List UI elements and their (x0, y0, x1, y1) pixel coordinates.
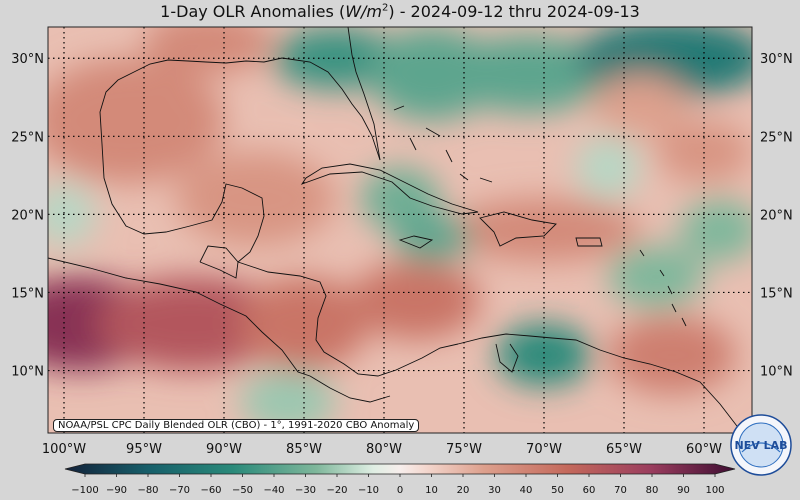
anomaly-region (656, 120, 752, 184)
anomaly-region (176, 151, 336, 246)
colorbar-tick-label: −50 (232, 485, 253, 496)
nev-lab-logo-icon: NEV LAB (730, 414, 792, 476)
colorbar-tick-label: 30 (488, 485, 501, 496)
colorbar-tick-label: −70 (169, 485, 190, 496)
colorbar-tick-label: 40 (520, 485, 533, 496)
latitude-label: 10°N (11, 365, 44, 380)
colorbar-tick-label: 60 (583, 485, 596, 496)
longitude-label: 65°W (606, 442, 642, 457)
longitude-label: 60°W (686, 442, 722, 457)
cuba (300, 163, 479, 215)
longitude-label: 70°W (526, 442, 562, 457)
svg-text:NEV LAB: NEV LAB (735, 439, 788, 452)
map-area (48, 27, 752, 433)
latitude-label: 30°N (11, 52, 44, 67)
anomaly-region (48, 58, 224, 184)
bahamas (393, 105, 493, 183)
longitude-label: 75°W (446, 442, 482, 457)
longitude-labels: 100°W 95°W 90°W 85°W 80°W 75°W 70°W 65°W 60°W (42, 442, 722, 457)
mexico-pacific-coast (48, 257, 311, 377)
longitude-label: 80°W (366, 442, 402, 457)
south-america-coast (457, 333, 741, 431)
colorbar-bar (64, 463, 736, 475)
lesser-antilles (639, 249, 687, 327)
anomaly-region (144, 27, 272, 74)
latitude-label: 10°N (760, 365, 793, 380)
anomaly-region (392, 214, 472, 262)
anomaly-region (608, 245, 704, 309)
guatemala-border (199, 245, 239, 279)
colorbar-tick-label: −20 (326, 485, 347, 496)
coastlines (48, 27, 741, 431)
jamaica (398, 235, 434, 249)
colorbar-tick-label: 0 (397, 485, 403, 496)
latitude-label: 25°N (11, 130, 44, 145)
page-title: 1-Day OLR Anomalies (W/m2) - 2024-09-12 … (160, 2, 640, 21)
longitude-label: 85°W (286, 442, 322, 457)
colorbar-tick-label: −10 (358, 485, 379, 496)
anomaly-region (576, 136, 640, 199)
colorbar-tick-label: 50 (551, 485, 564, 496)
latitude-labels: 10°N 10°N 15°N 15°N 20°N 20°N 25°N 25°N 30°N 30°N (11, 52, 793, 379)
longitude-label: 95°W (126, 442, 162, 457)
colorbar-tick-label: −100 (71, 485, 98, 496)
colorbar-tick-label: 20 (457, 485, 470, 496)
anomaly-region (240, 370, 336, 433)
anomaly-region (48, 183, 96, 246)
latitude-label: 20°N (11, 208, 44, 223)
longitude-label: 100°W (42, 442, 86, 457)
central-america-caribbean-coast (237, 261, 459, 377)
anomaly-region (240, 276, 368, 371)
colorbar-tick-label: −90 (106, 485, 127, 496)
anomaly-region (360, 167, 440, 230)
colorbar-tick-label: −30 (295, 485, 316, 496)
florida-east-coast (347, 27, 381, 161)
latitude-label: 15°N (760, 286, 793, 301)
anomaly-region (592, 73, 688, 137)
puerto-rico (575, 237, 603, 247)
colorbar-labels: −100 −90 −80 −70 −60 −50 −40 −30 −20 −10 0 10 20 30 40… (71, 474, 725, 496)
colorbar-tick-label: 90 (677, 485, 690, 496)
latitude-label: 15°N (11, 286, 44, 301)
central-america-pacific-coast (309, 375, 391, 403)
colorbar-tick-label: −40 (263, 485, 284, 496)
anomaly-region (608, 315, 736, 394)
colorbar-tick-label: −80 (137, 485, 158, 496)
data-credit: NOAA/PSL CPC Daily Blended OLR (CBO) - 1… (53, 419, 420, 432)
anomaly-region (352, 261, 480, 340)
anomaly-region (680, 198, 752, 262)
colorbar-tick-label: −60 (200, 485, 221, 496)
colorbar-tick-label: 80 (646, 485, 659, 496)
latitude-label: 20°N (760, 208, 793, 223)
longitude-label: 90°W (206, 442, 242, 457)
colorbar-tick-label: 10 (425, 485, 438, 496)
latitude-label: 25°N (760, 130, 793, 145)
maracaibo-outline (495, 343, 519, 373)
latitude-label: 30°N (760, 52, 793, 67)
colorbar: −100 −90 −80 −70 −60 −50 −40 −30 −20 −10 0 10 20 30 40… (64, 463, 736, 496)
map-frame (47, 26, 753, 434)
colorbar-tick-label: 100 (705, 485, 724, 496)
anomaly-region (448, 34, 608, 113)
colorbar-tick-label: 70 (614, 485, 627, 496)
gulf-coastline (99, 57, 381, 263)
